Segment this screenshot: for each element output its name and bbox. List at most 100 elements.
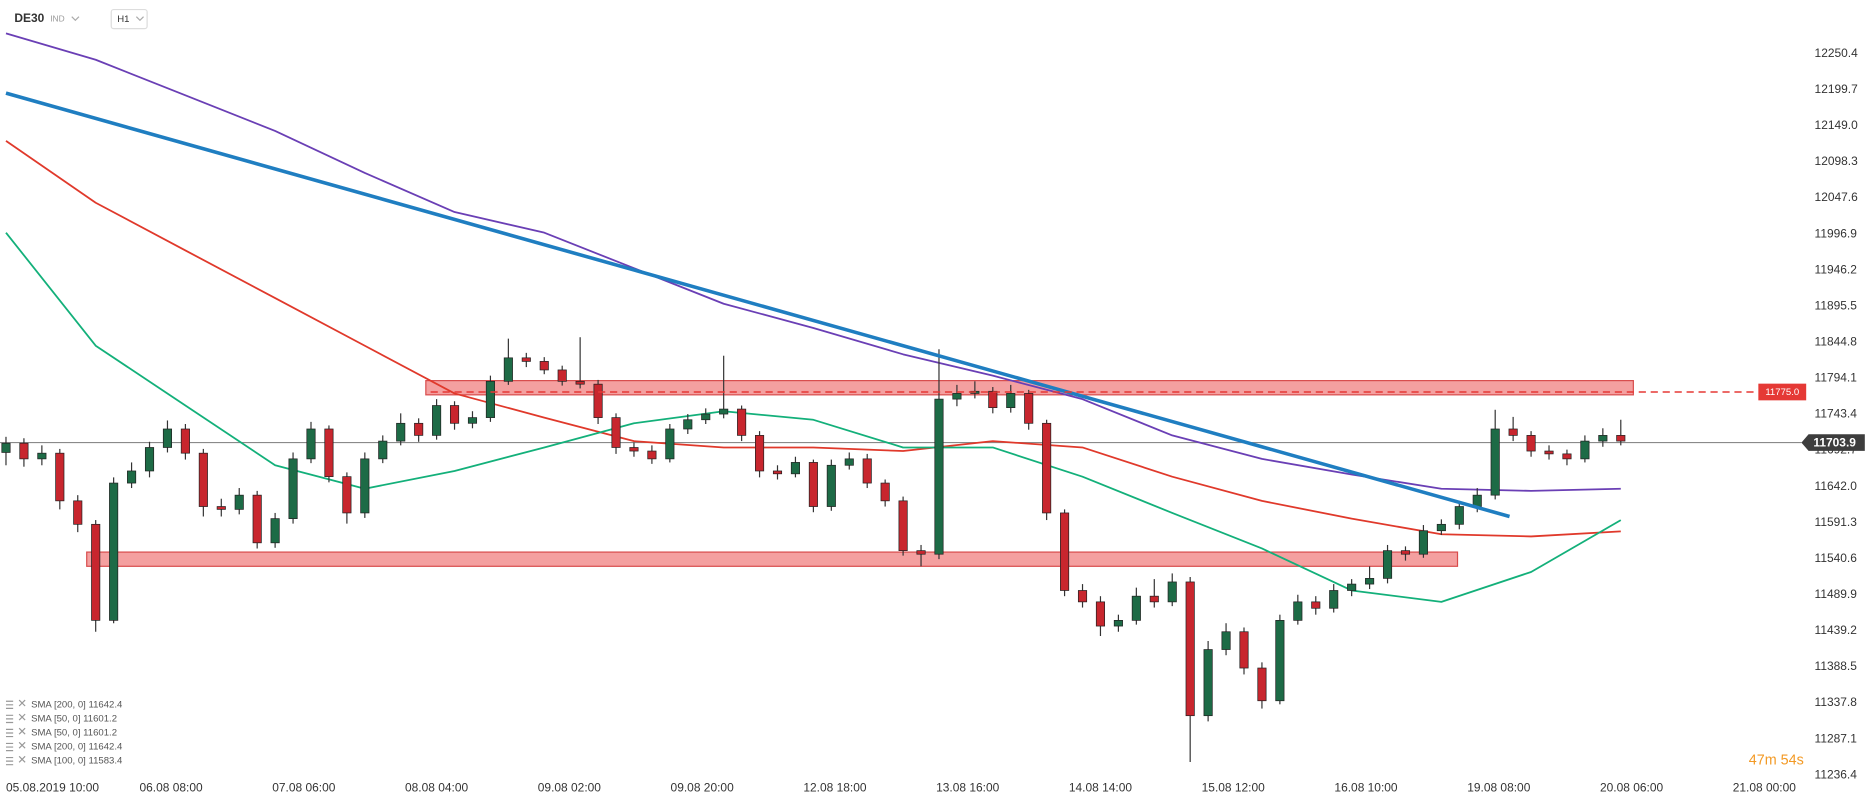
candle-body: [432, 405, 442, 436]
candle-body: [73, 500, 83, 525]
legend-icon: [5, 756, 14, 766]
candle-body: [1544, 450, 1554, 455]
y-tick-label: 12199.7: [1815, 82, 1859, 96]
candle-body: [1329, 590, 1339, 609]
candle-body: [1490, 428, 1500, 496]
candle-body: [216, 506, 226, 510]
x-tick-label: 15.08 12:00: [1202, 780, 1266, 794]
candle-body: [755, 435, 765, 472]
candle-body: [629, 447, 639, 452]
candle-body: [539, 361, 549, 371]
level-label-box: [1758, 383, 1807, 401]
candle-body: [19, 442, 29, 460]
symbol[interactable]: DE30: [14, 11, 44, 25]
candle-body: [306, 428, 316, 460]
y-tick-label: 11844.8: [1815, 335, 1858, 349]
candle-body: [1042, 422, 1052, 514]
legend-close: [18, 727, 26, 735]
dropdown-arrow[interactable]: [71, 16, 80, 22]
candle-body: [485, 380, 495, 418]
y-tick-label: 11895.5: [1815, 298, 1858, 312]
candle-body: [1, 442, 11, 453]
candle-body: [1562, 453, 1572, 460]
x-tick-label: 20.08 06:00: [1600, 780, 1664, 794]
moving-average: [5, 32, 1621, 492]
y-tick-label: 11287.1: [1815, 731, 1858, 745]
x-tick-label: 05.08.2019 10:00: [6, 780, 99, 794]
candle-body: [988, 390, 998, 409]
y-tick-label: 12149.0: [1815, 118, 1859, 132]
legend-entry[interactable]: SMA [200, 0] 11642.4: [31, 699, 123, 710]
legend-icon: [5, 714, 14, 724]
y-tick-label: 11337.8: [1815, 695, 1858, 709]
candle-body: [37, 452, 47, 460]
candle-body: [701, 413, 711, 421]
candle-body: [449, 405, 460, 424]
legend-entry[interactable]: SMA [200, 0] 11642.4: [31, 742, 123, 753]
candle-body: [1185, 581, 1195, 717]
timer: 47m 54s: [1749, 753, 1804, 769]
candle-body: [288, 458, 298, 519]
candle-body: [91, 523, 101, 621]
x-tick-label: 12.08 18:00: [803, 780, 867, 794]
interval[interactable]: H1: [117, 14, 129, 25]
candle-body: [144, 447, 155, 472]
candle-body: [109, 482, 119, 621]
candle-body: [575, 380, 585, 385]
candle-body: [1508, 428, 1518, 436]
candle-body: [1598, 435, 1608, 442]
dropdown-arrow[interactable]: [135, 16, 144, 22]
y-tick-label: 11743.4: [1815, 407, 1858, 421]
candle-body: [396, 422, 406, 442]
x-tick-label: 09.08 20:00: [671, 780, 735, 794]
legend-icon: [5, 700, 14, 709]
candle-body: [162, 428, 173, 448]
y-tick-label: 12098.3: [1815, 154, 1859, 168]
candle-body: [1275, 620, 1285, 702]
interval-box[interactable]: [110, 8, 148, 30]
candle-body: [1149, 595, 1159, 603]
y-tick-label: 11439.2: [1815, 623, 1858, 637]
level-label: 11775.0: [1765, 387, 1799, 398]
candle-body: [360, 458, 370, 514]
candle-body: [1239, 631, 1249, 669]
legend-entry[interactable]: SMA [50, 0] 11601.2: [31, 727, 117, 738]
candle-body: [665, 428, 675, 460]
legend-icon: [5, 742, 14, 752]
candle-body: [1526, 435, 1536, 452]
candle-body: [180, 428, 190, 454]
y-tick-label: 12047.6: [1815, 190, 1859, 204]
candle-body: [127, 470, 137, 484]
candle-body: [934, 398, 944, 555]
candle-body: [916, 550, 926, 555]
moving-average: [5, 140, 1621, 538]
y-tick-label: 11489.9: [1815, 587, 1858, 601]
candle-body: [844, 458, 854, 466]
x-tick-label: 07.08 06:00: [272, 780, 336, 794]
candle-body: [1293, 601, 1303, 621]
candle-body: [826, 464, 836, 507]
candle-body: [324, 428, 334, 478]
x-tick-label: 13.08 16:00: [936, 780, 1000, 794]
candle-body: [1221, 631, 1231, 650]
legend-entry[interactable]: SMA [100, 0] 11583.4: [31, 756, 123, 767]
trendline: [5, 91, 1511, 519]
legend-close: [18, 741, 26, 749]
moving-average: [5, 232, 1622, 603]
x-tick-label: 09.08 02:00: [538, 780, 602, 794]
candle-body: [467, 417, 478, 424]
candle-body: [1024, 393, 1034, 424]
candle-body: [1418, 530, 1428, 555]
candle-body: [1006, 393, 1016, 409]
market: IND: [50, 13, 64, 23]
legend-close: [18, 713, 26, 721]
candle-body: [1382, 550, 1393, 579]
x-tick-label: 19.08 08:00: [1467, 780, 1531, 794]
candle-body: [1203, 649, 1213, 717]
legend-entry[interactable]: SMA [50, 0] 11601.2: [31, 713, 117, 724]
candle-body: [521, 357, 531, 362]
candle-body: [772, 470, 783, 475]
y-tick-label: 11540.6: [1815, 551, 1858, 565]
candle-body: [862, 458, 872, 484]
